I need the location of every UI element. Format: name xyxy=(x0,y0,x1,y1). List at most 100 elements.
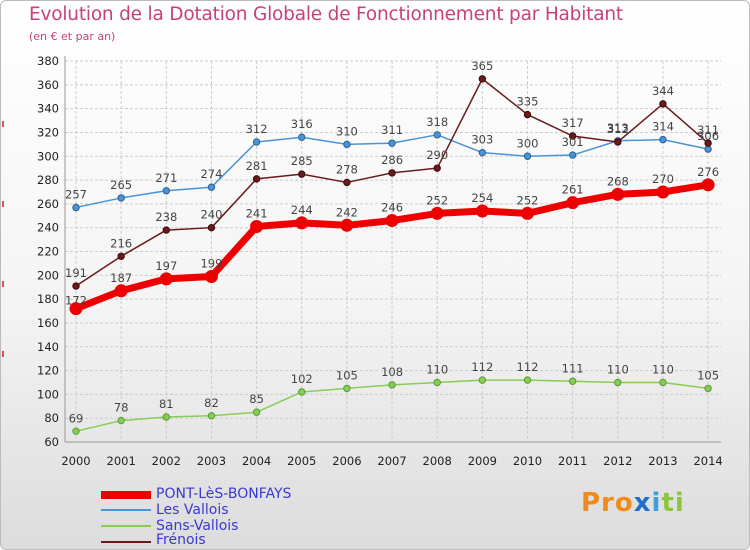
data-label-sans: 82 xyxy=(204,396,219,410)
data-point-sans xyxy=(568,377,577,385)
data-label-vallois: 310 xyxy=(336,124,358,138)
y-tick-label: 300 xyxy=(37,149,59,163)
data-label-pont: 241 xyxy=(246,206,268,220)
data-label-frenois: 312 xyxy=(607,122,629,136)
x-tick-label: 2004 xyxy=(242,454,271,468)
data-point-sans xyxy=(388,381,396,389)
x-tick-label: 2005 xyxy=(287,454,316,468)
data-label-pont: 270 xyxy=(652,172,674,186)
data-point-sans xyxy=(704,384,712,393)
x-tick-label: 2012 xyxy=(603,454,632,468)
data-label-frenois: 191 xyxy=(65,266,87,280)
y-tick-label: 180 xyxy=(37,292,59,306)
data-point-pont xyxy=(385,214,399,228)
data-point-pont xyxy=(204,270,218,284)
data-label-vallois: 316 xyxy=(291,117,313,131)
data-point-frenois xyxy=(704,139,712,147)
data-label-vallois: 300 xyxy=(517,136,539,150)
data-point-frenois xyxy=(72,282,80,290)
data-point-pont xyxy=(430,206,444,220)
y-tick-label: 240 xyxy=(37,221,59,235)
data-label-frenois: 281 xyxy=(246,159,268,173)
data-point-sans xyxy=(162,413,171,421)
legend-swatch-pont xyxy=(101,491,151,499)
data-label-frenois: 238 xyxy=(155,210,177,224)
data-label-frenois: 216 xyxy=(110,236,132,250)
data-point-sans xyxy=(433,378,441,387)
x-tick-label: 2010 xyxy=(513,454,542,468)
y-tick-label: 200 xyxy=(37,268,59,282)
data-label-sans: 69 xyxy=(69,411,84,425)
data-label-pont: 187 xyxy=(110,271,132,285)
data-label-vallois: 313 xyxy=(607,121,629,135)
x-tick-label: 2009 xyxy=(468,454,497,468)
data-label-sans: 85 xyxy=(249,392,264,406)
data-point-sans xyxy=(478,376,487,384)
data-point-vallois xyxy=(252,138,261,146)
data-label-pont: 172 xyxy=(65,294,87,308)
data-label-pont: 268 xyxy=(607,174,629,188)
y-tick-label: 320 xyxy=(37,125,59,139)
data-point-vallois xyxy=(298,133,306,141)
data-point-frenois xyxy=(162,226,171,234)
data-label-vallois: 312 xyxy=(246,122,268,136)
data-point-sans xyxy=(343,384,351,393)
data-point-sans xyxy=(659,378,667,387)
x-tick-label: 2013 xyxy=(648,454,677,468)
data-point-vallois xyxy=(523,152,532,160)
data-label-sans: 78 xyxy=(114,401,129,415)
data-label-frenois: 365 xyxy=(471,59,493,73)
data-point-frenois xyxy=(298,170,306,178)
y-tick-label: 160 xyxy=(37,316,59,330)
data-label-pont: 261 xyxy=(562,183,584,197)
data-point-pont xyxy=(114,284,128,298)
x-tick-label: 2011 xyxy=(558,454,587,468)
data-label-pont: 244 xyxy=(291,203,313,217)
legend-label-sans: Sans-Vallois xyxy=(156,518,239,534)
data-point-frenois xyxy=(207,223,216,232)
data-label-sans: 108 xyxy=(381,365,403,379)
data-label-frenois: 290 xyxy=(426,148,448,162)
x-tick-label: 2014 xyxy=(693,454,722,468)
data-point-frenois xyxy=(388,169,396,177)
chart-subtitle: (en € et par an) xyxy=(29,30,116,43)
data-point-vallois xyxy=(568,151,577,159)
data-label-frenois: 240 xyxy=(200,208,222,222)
legend-label-vallois: Les Vallois xyxy=(156,502,229,518)
x-tick-label: 2001 xyxy=(107,454,136,468)
x-tick-label: 2003 xyxy=(197,454,226,468)
data-point-frenois xyxy=(478,75,487,83)
y-tick-label: 140 xyxy=(37,340,59,354)
data-label-pont: 246 xyxy=(381,201,403,215)
data-point-pont xyxy=(475,204,489,218)
data-label-sans: 105 xyxy=(697,368,719,382)
data-point-pont xyxy=(69,302,83,316)
y-tick-label: 380 xyxy=(37,54,59,68)
legend-swatch-sans xyxy=(101,525,151,527)
data-label-sans: 111 xyxy=(562,361,584,375)
data-point-vallois xyxy=(478,148,487,157)
legend-label-frenois: Frénois xyxy=(156,532,206,548)
data-label-vallois: 311 xyxy=(381,123,403,137)
data-point-vallois xyxy=(162,187,171,195)
y-tick-label: 220 xyxy=(37,245,59,259)
legend-swatch-vallois xyxy=(101,509,151,511)
data-label-pont: 199 xyxy=(200,257,222,271)
data-label-vallois: 306 xyxy=(697,129,719,143)
data-label-pont: 276 xyxy=(697,165,719,179)
data-label-pont: 242 xyxy=(336,205,358,219)
data-label-sans: 102 xyxy=(291,372,313,386)
y-tick-label: 80 xyxy=(44,411,59,425)
data-label-frenois: 286 xyxy=(381,153,403,167)
data-point-sans xyxy=(207,412,216,420)
data-point-pont xyxy=(340,218,354,232)
y-tick-label: 260 xyxy=(37,197,59,211)
x-tick-label: 2007 xyxy=(377,454,406,468)
data-point-vallois xyxy=(433,131,441,139)
proxiti-logo: Proxiti xyxy=(581,488,685,518)
data-point-pont xyxy=(701,178,715,192)
data-label-sans: 112 xyxy=(471,360,493,374)
legend-swatch-frenois xyxy=(101,541,151,543)
